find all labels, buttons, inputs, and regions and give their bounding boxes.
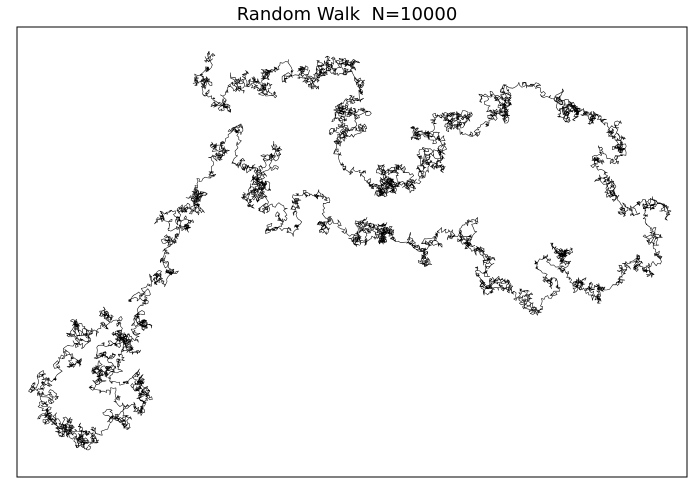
random-walk-line [28,51,672,451]
random-walk-layer [28,51,672,451]
plot-frame [16,26,688,478]
chart-title: Random Walk N=10000 [236,4,458,25]
